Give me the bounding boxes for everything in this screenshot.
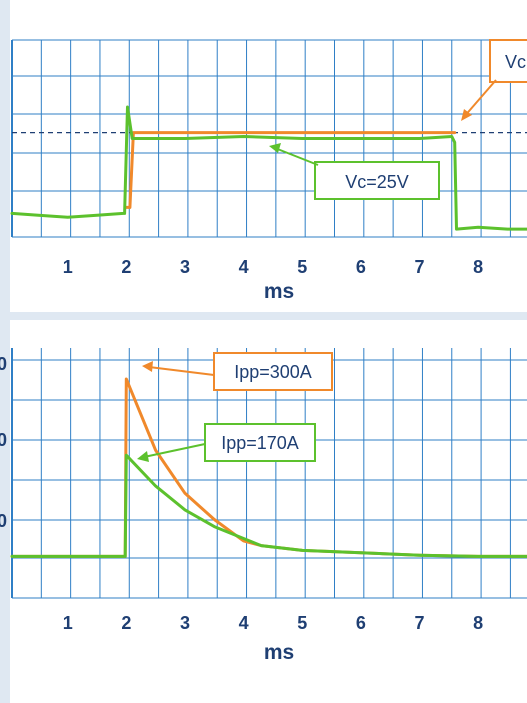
x-tick-label: 1 xyxy=(63,257,73,277)
bottom-series-group xyxy=(10,377,527,558)
series-line-orange xyxy=(124,131,457,209)
x-tick-label: 3 xyxy=(180,613,190,633)
annotation-arrow-ipp170 xyxy=(143,443,206,458)
annotation-box-vc-orange xyxy=(489,39,527,83)
x-tick-label: 8 xyxy=(473,257,483,277)
x-tick-label: 4 xyxy=(239,257,249,277)
x-tick-label: 2 xyxy=(121,257,131,277)
annotation-vc-orange: Vc xyxy=(505,52,526,72)
series-line-green xyxy=(10,105,527,231)
x-tick-label: 7 xyxy=(415,257,425,277)
annotation-box-ipp170 xyxy=(204,423,316,462)
x-tick-label: 7 xyxy=(415,613,425,633)
annotation-ipp170: Ipp=170A xyxy=(221,433,299,453)
y-tick-fragment-top: 0 xyxy=(0,354,7,374)
arrowhead-ipp300 xyxy=(142,361,153,372)
x-tick-label: 5 xyxy=(297,257,307,277)
x-tick-label: 8 xyxy=(473,613,483,633)
x-tick-label: 2 xyxy=(121,613,131,633)
bottom-x-axis-label: ms xyxy=(264,641,294,664)
annotation-vc-green: Vc=25V xyxy=(345,172,409,192)
bottom-x-tick-labels: 1 2 3 4 5 6 7 8 xyxy=(63,613,483,633)
annotation-arrow-vc-green xyxy=(274,147,319,166)
annotation-box-ipp300 xyxy=(213,352,333,391)
top-x-axis-label: ms xyxy=(264,280,294,303)
arrowhead-ipp170 xyxy=(137,451,149,462)
annotation-arrow-ipp300 xyxy=(148,366,215,376)
x-tick-label: 6 xyxy=(356,613,366,633)
x-tick-label: 6 xyxy=(356,257,366,277)
arrowhead-vc-green xyxy=(269,143,281,153)
x-tick-label: 4 xyxy=(239,613,249,633)
annotation-ipp300: Ipp=300A xyxy=(234,362,312,382)
top-x-tick-labels: 1 2 3 4 5 6 7 8 xyxy=(63,257,483,277)
top-plot-area xyxy=(10,0,527,312)
x-tick-label: 1 xyxy=(63,613,73,633)
series-line-green xyxy=(10,453,527,558)
y-tick-fragment-mid: 0 xyxy=(0,430,7,450)
top-chart: 1 2 3 4 5 6 7 8 ms Vc Vc=25V xyxy=(10,0,527,312)
top-series-group xyxy=(10,105,527,231)
y-tick-fragment-low: 0 xyxy=(0,511,7,531)
annotation-arrow-vc-orange xyxy=(462,79,497,119)
x-tick-label: 5 xyxy=(297,613,307,633)
bottom-chart: 1 2 3 4 5 6 7 8 ms 0 0 0 Ipp=300A Ipp=170A xyxy=(0,320,527,703)
annotation-box-vc-green xyxy=(314,161,440,200)
x-tick-label: 3 xyxy=(180,257,190,277)
arrowhead-vc-orange xyxy=(461,109,472,121)
